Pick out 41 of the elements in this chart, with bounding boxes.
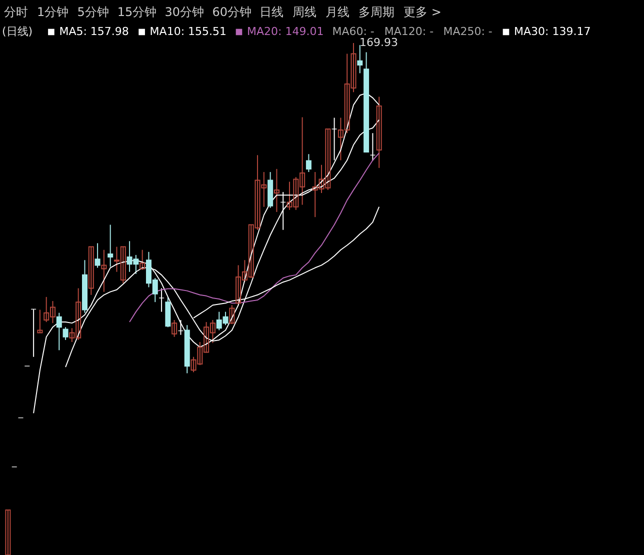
candlestick — [229, 304, 235, 325]
candlestick — [31, 308, 36, 358]
legend-label: MA20: 149.01 — [247, 25, 324, 38]
text: 15分钟 — [117, 5, 157, 19]
text: MA60: - — [332, 25, 374, 38]
text: 分时 — [4, 5, 28, 19]
text: 5分钟 — [77, 5, 109, 19]
candlestick — [274, 168, 280, 212]
candlestick — [62, 326, 68, 340]
text: 月线 — [326, 5, 350, 19]
candlestick — [370, 132, 376, 162]
annotation: 169.93 — [360, 36, 398, 49]
candlestick — [101, 249, 107, 292]
candlestick — [280, 191, 286, 230]
candlestick — [108, 224, 114, 268]
text: 30分钟 — [164, 5, 204, 19]
text: MA120: - — [384, 25, 434, 38]
text: 1分钟 — [37, 5, 69, 19]
candlestick — [172, 319, 178, 338]
candlestick — [306, 154, 312, 173]
candlestick — [37, 309, 43, 334]
candlestick — [357, 44, 363, 74]
candlestick — [5, 509, 11, 555]
legend-label: MA5: 157.98 — [59, 25, 129, 38]
legend-label: MA10: 155.51 — [150, 25, 227, 38]
candlestick — [178, 319, 184, 336]
chart-title: (日线) — [2, 25, 33, 38]
text: 周线 — [292, 5, 317, 19]
text: 60分钟 — [212, 5, 252, 19]
candlestick — [376, 96, 382, 168]
candlestick — [140, 249, 146, 270]
text: 更多 > — [404, 5, 442, 19]
text: 多周期 — [358, 5, 395, 19]
candlestick — [94, 242, 100, 268]
text: MA250: - — [443, 25, 492, 38]
candlestick — [332, 117, 337, 161]
candlestick — [88, 246, 94, 296]
legend-label: MA30: 139.17 — [514, 25, 591, 38]
candlestick — [159, 288, 164, 312]
candlestick — [56, 312, 62, 351]
text: 日线 — [260, 5, 284, 19]
